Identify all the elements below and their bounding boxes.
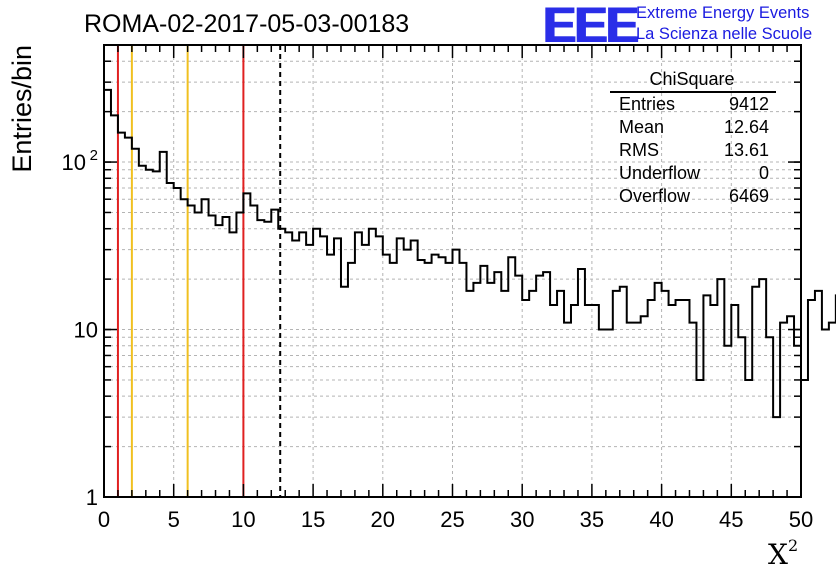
stats-row-label: RMS (619, 140, 659, 160)
x-axis-label: X2 (768, 536, 798, 571)
x-tick-label: 45 (719, 507, 743, 532)
x-tick-label: 30 (510, 507, 534, 532)
y-tick-label: 1 (86, 485, 98, 510)
y-tick-label: 10 (62, 150, 86, 175)
stats-box: ChiSquare Entries 9412 Mean 12.64 RMS 13.61 Un… (610, 69, 776, 206)
x-tick-label: 0 (98, 507, 110, 532)
x-tick-label: 15 (301, 507, 325, 532)
stats-row-label: Entries (619, 94, 675, 114)
stats-row-label: Overflow (619, 186, 691, 206)
stats-title: ChiSquare (649, 69, 734, 89)
grid-lines (104, 45, 801, 497)
x-tick-label: 25 (440, 507, 464, 532)
x-tick-label: 50 (789, 507, 813, 532)
stats-row-value: 12.64 (724, 117, 769, 137)
stats-rows: Entries 9412 Mean 12.64 RMS 13.61 Underflow 0 Ov… (619, 94, 769, 206)
x-axis-label-superscript: 2 (788, 536, 798, 555)
logo-tagline-2: La Scienza nelle Scuole (636, 25, 813, 43)
stats-row-value: 9412 (729, 94, 769, 114)
stats-row-label: Underflow (619, 163, 701, 183)
x-tick-label: 20 (371, 507, 395, 532)
stats-row-value: 13.61 (724, 140, 769, 160)
logo-tagline-1: Extreme Energy Events (636, 4, 810, 22)
y-tick-superscript: 2 (90, 147, 98, 164)
x-tick-label: 40 (649, 507, 673, 532)
histogram-series (104, 88, 836, 419)
x-tick-label: 5 (168, 507, 180, 532)
logo-letters: EEE (542, 0, 638, 53)
x-tick-label: 35 (580, 507, 604, 532)
stats-row-value: 6469 (729, 186, 769, 206)
stats-row-value: 0 (759, 163, 769, 183)
reference-lines (116, 45, 282, 497)
stats-row-label: Mean (619, 117, 664, 137)
chart-title: ROMA-02-2017-05-03-00183 (84, 10, 410, 38)
y-tick-label: 10 (74, 318, 98, 343)
x-tick-label: 10 (231, 507, 255, 532)
x-axis-label-base: X (768, 538, 788, 571)
y-axis-label: Entries/bin (7, 45, 37, 173)
